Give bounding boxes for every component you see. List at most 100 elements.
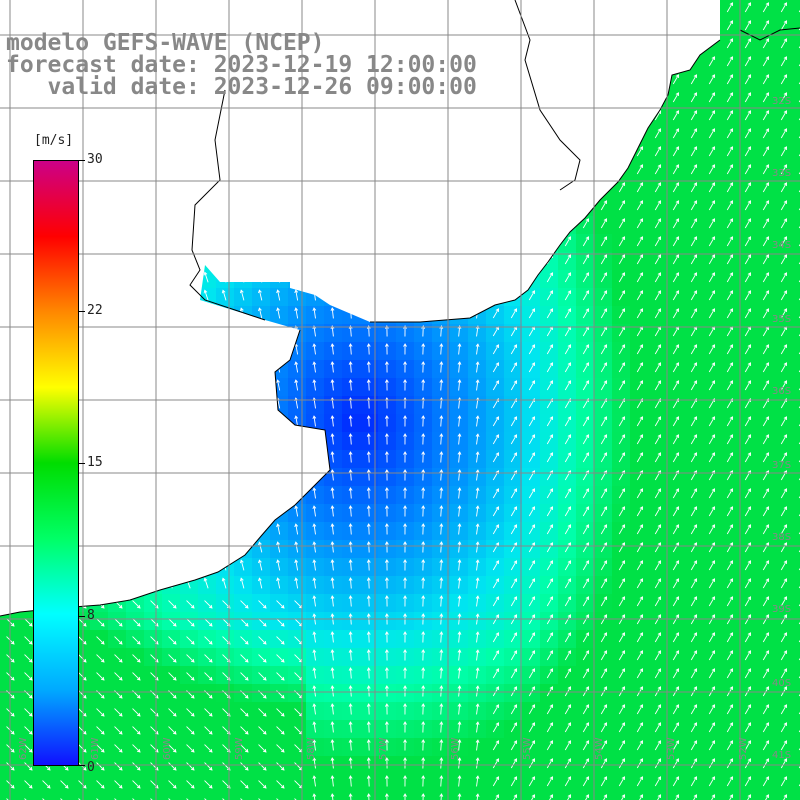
wind-arrow-head: [693, 92, 698, 96]
wind-arrow-head: [729, 362, 734, 366]
wind-arrow-head: [549, 524, 554, 528]
wind-arrow-head: [621, 596, 626, 600]
wind-arrow: [690, 236, 697, 247]
field-cell: [702, 342, 721, 361]
field-cell: [720, 36, 739, 55]
wind-arrow: [654, 416, 661, 427]
field-cell: [738, 0, 757, 19]
field-cell: [576, 324, 595, 343]
wind-arrow-head: [675, 506, 680, 510]
wind-arrow: [440, 343, 442, 355]
wind-arrow: [349, 505, 352, 517]
field-cell: [360, 522, 379, 541]
wind-arrow: [726, 146, 733, 157]
wind-arrow-head: [475, 505, 480, 509]
wind-arrow: [277, 290, 281, 301]
wind-arrow: [546, 362, 553, 373]
field-cell: [558, 306, 577, 325]
wind-arrow: [440, 577, 442, 589]
field-cell: [540, 414, 559, 433]
field-cell: [450, 630, 469, 649]
field-cell: [666, 504, 685, 523]
field-cell: [774, 54, 793, 73]
field-cell: [594, 360, 613, 379]
field-cell: [396, 522, 415, 541]
wind-arrow-head: [439, 433, 444, 437]
field-cell: [756, 270, 775, 289]
wind-arrow-head: [348, 451, 353, 455]
field-cell: [792, 18, 800, 37]
field-cell: [432, 450, 451, 469]
wind-arrow-head: [190, 658, 195, 663]
field-cell: [558, 504, 577, 523]
wind-arrow: [492, 470, 499, 481]
wind-arrow: [744, 470, 751, 481]
wind-arrow-head: [747, 110, 752, 114]
wind-arrow: [780, 452, 787, 463]
field-cell: [432, 378, 451, 397]
wind-arrow-head: [439, 595, 444, 599]
wind-arrow: [582, 380, 589, 391]
wind-arrow-head: [621, 290, 626, 294]
wind-arrow: [331, 415, 334, 427]
wind-arrow-head: [567, 650, 572, 654]
wind-arrow: [744, 488, 751, 499]
field-cell: [486, 396, 505, 415]
wind-arrow: [258, 636, 267, 645]
wind-arrow-head: [765, 650, 770, 654]
field-cell: [738, 360, 757, 379]
field-cell: [468, 630, 487, 649]
wind-arrow: [349, 433, 352, 445]
field-cell: [702, 612, 721, 631]
wind-arrow-head: [531, 290, 536, 294]
wind-arrow-head: [747, 560, 752, 564]
wind-arrow: [762, 596, 769, 607]
wind-arrow-head: [603, 236, 608, 240]
wind-arrow: [762, 434, 769, 445]
wind-arrow-head: [457, 325, 462, 329]
field-cell: [648, 252, 667, 271]
wind-arrow-head: [495, 380, 500, 384]
wind-arrow-head: [747, 272, 752, 276]
wind-arrow: [654, 434, 661, 445]
wind-arrow-head: [457, 595, 462, 599]
field-cell: [792, 270, 800, 289]
wind-arrow-head: [10, 658, 15, 663]
field-cell: [360, 504, 379, 523]
field-cell: [576, 612, 595, 631]
field-cell: [396, 540, 415, 559]
wind-arrow-head: [567, 272, 572, 276]
wind-arrow: [295, 290, 299, 301]
wind-arrow: [636, 236, 643, 247]
field-cell: [648, 126, 667, 145]
field-cell: [738, 504, 757, 523]
wind-arrow-head: [239, 307, 244, 312]
wind-arrow-head: [294, 559, 299, 564]
wind-arrow: [331, 361, 334, 373]
wind-arrow: [510, 542, 517, 553]
wind-arrow-head: [475, 523, 480, 527]
wind-arrow-head: [693, 74, 698, 78]
field-cell: [792, 108, 800, 127]
wind-arrow-head: [475, 649, 480, 653]
wind-arrow-head: [513, 650, 518, 654]
wind-arrow-head: [439, 415, 444, 419]
wind-arrow-head: [603, 578, 608, 582]
field-cell: [504, 360, 523, 379]
wind-arrow: [744, 236, 751, 247]
wind-arrow-head: [276, 577, 280, 582]
wind-arrow-head: [330, 361, 335, 365]
wind-arrow: [510, 452, 517, 463]
wind-arrow-head: [765, 254, 770, 258]
wind-arrow-head: [258, 577, 262, 582]
wind-arrow-head: [621, 632, 626, 636]
wind-arrow: [654, 128, 661, 139]
wind-arrow: [672, 146, 679, 157]
wind-arrow: [744, 416, 751, 427]
field-cell: [558, 414, 577, 433]
wind-arrow: [528, 362, 535, 373]
wind-arrow-head: [675, 254, 680, 258]
wind-arrow-head: [639, 254, 644, 258]
field-cell: [648, 450, 667, 469]
wind-arrow: [476, 577, 479, 589]
